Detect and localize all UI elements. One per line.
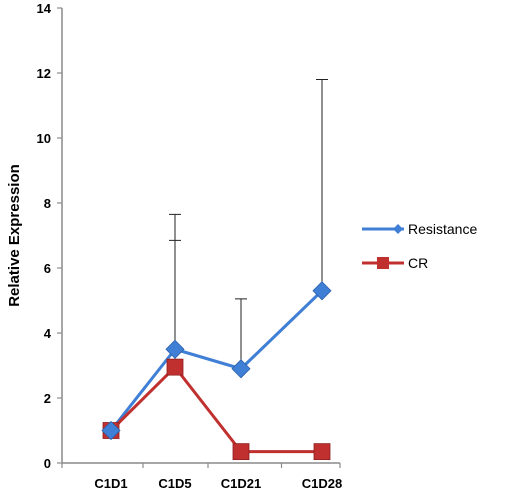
y-tick-label: 14 [37,1,52,16]
x-tick-label: C1D5 [158,476,191,490]
legend-marker-resistance [393,224,403,234]
x-tick-label: C1D1 [94,476,127,490]
series-line-resistance [109,289,324,432]
series-lines [109,289,324,454]
series-line-cr [109,365,322,454]
y-tick-label: 10 [37,131,51,146]
legend-marker-cr [377,257,389,269]
y-tick-label: 4 [44,326,52,341]
chart-axes: 0 2 4 6 8 10 12 14 C1D1 C1D5 C1D21 C1D28 [37,1,343,490]
x-tick-label: C1D21 [221,476,261,490]
data-point-cr [166,358,184,376]
y-tick-label: 0 [44,456,51,471]
legend: Resistance CR [362,221,477,271]
y-tick-label: 12 [37,66,51,81]
y-axis-title: Relative Expression [6,164,23,307]
y-tick-label: 6 [44,261,51,276]
data-point-cr [232,443,250,461]
data-point-resistance [165,339,185,359]
y-tick-label: 8 [44,196,51,211]
data-point-resistance [231,359,251,379]
series-markers [101,281,332,461]
data-point-resistance [312,281,332,301]
x-tick-label: C1D28 [302,476,342,490]
error-bars [169,79,328,369]
data-point-cr [313,443,331,461]
legend-label-cr: CR [408,255,428,271]
data-point-resistance [101,420,121,441]
y-tick-label: 2 [44,391,51,406]
legend-label-resistance: Resistance [408,221,477,237]
